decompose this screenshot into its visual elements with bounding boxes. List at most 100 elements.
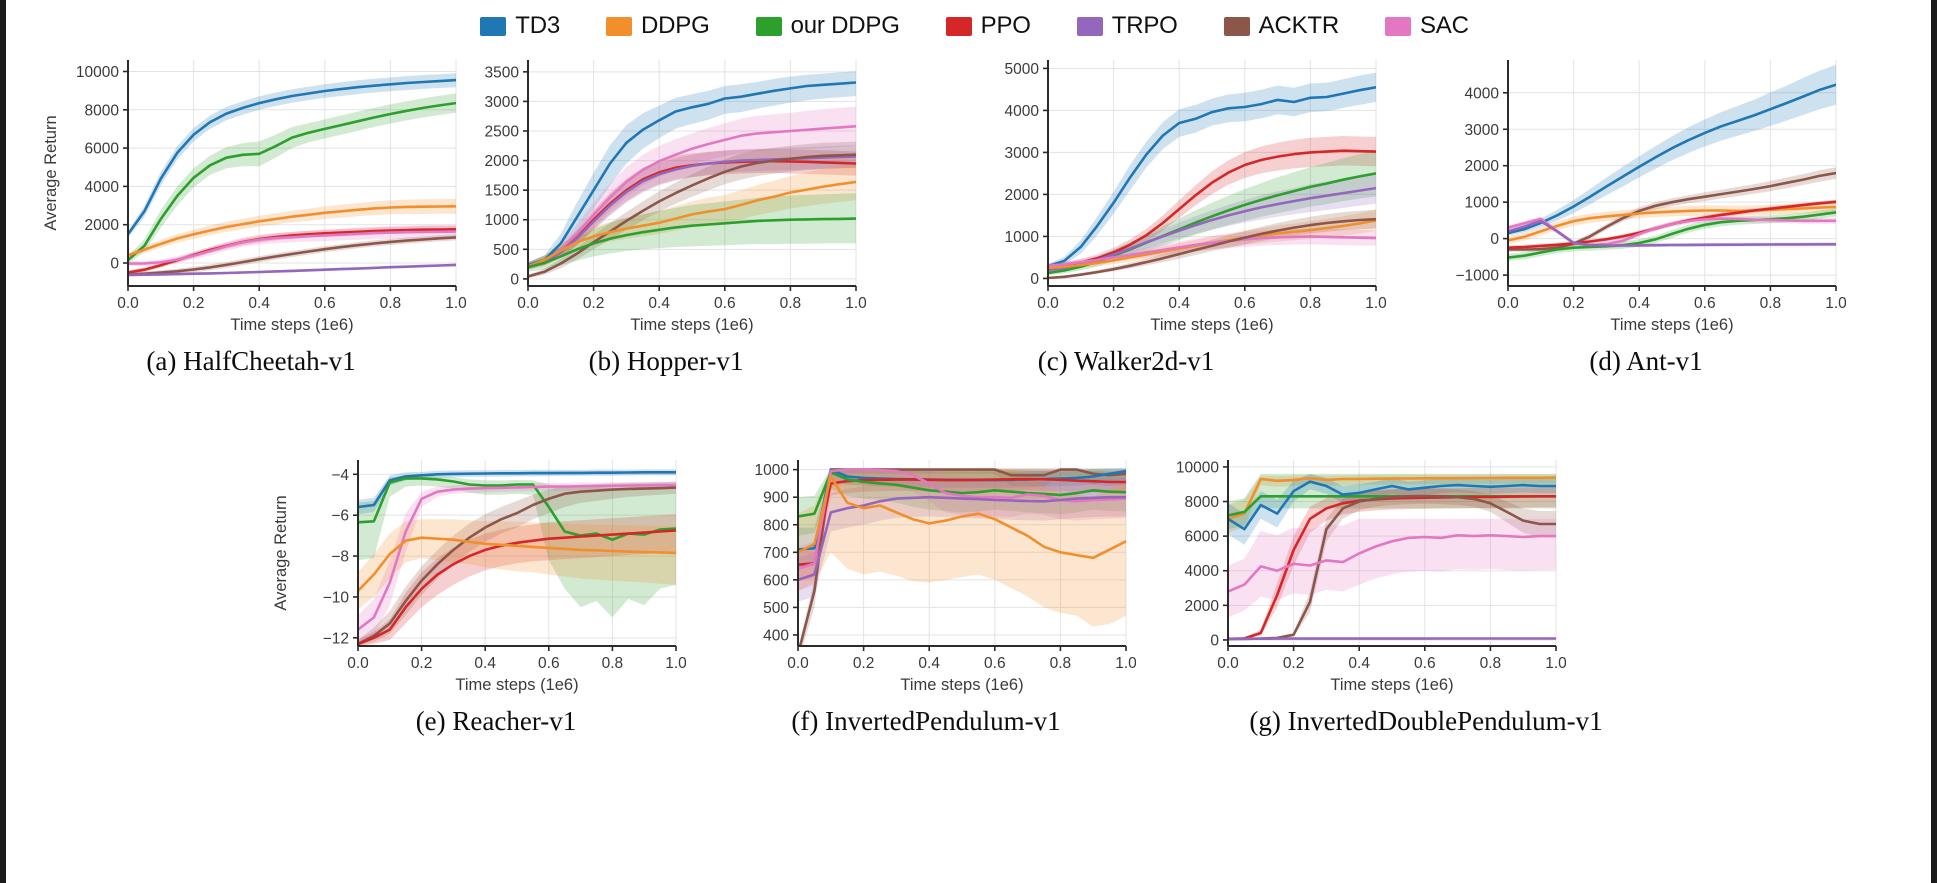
y-tick-label: 4000	[1185, 563, 1220, 580]
y-tick-label: 1000	[1005, 229, 1040, 246]
x-tick-label: 0.4	[474, 655, 496, 672]
legend-label: DDPG	[641, 12, 710, 39]
x-axis-title: Time steps (1e6)	[455, 676, 578, 694]
x-axis-ticks: 0.0 0.2 0.4 0.6 0.8 1.0	[517, 286, 866, 312]
line-sac	[1228, 534, 1556, 593]
x-axis-title: Time steps (1e6)	[230, 316, 353, 334]
y-tick-label: 0	[110, 256, 119, 273]
x-axis-ticks: 0.0 0.2 0.4 0.6 0.8 1.0	[1497, 286, 1846, 312]
panel-halfcheetah: 0 2000 4000 6000 8000 10000 0.0 0.2 0.4 0.6 0.8 1.0…	[36, 48, 466, 338]
y-axis-title: Average Return	[42, 115, 60, 230]
line-trpo	[1508, 219, 1836, 247]
line-ddpg	[1228, 476, 1556, 521]
y-tick-label: 4000	[85, 179, 120, 196]
gridlines	[1227, 460, 1557, 646]
x-axis-ticks: 0.0 0.2 0.4 0.6 0.8 1.0	[1037, 286, 1386, 312]
x-axis-title: Time steps (1e6)	[900, 676, 1023, 694]
y-tick-label: 1000	[755, 462, 790, 479]
y-axis-title: Average Return	[272, 495, 290, 610]
legend-swatch-icon	[480, 16, 507, 36]
x-tick-label: 0.0	[1497, 295, 1519, 312]
x-tick-label: 1.0	[1825, 295, 1846, 312]
x-tick-label: 0.6	[314, 295, 336, 312]
x-axis-ticks: 0.0 0.2 0.4 0.6 0.8 1.0	[1217, 646, 1566, 672]
panel-reacher: −4 −6 −8 −10 −12 0.0 0.2 0.4 0.6 0.8 1.0 Time steps…	[266, 448, 686, 698]
x-axis-ticks: 0.0 0.2 0.4 0.6 0.8 1.0	[347, 646, 686, 672]
x-tick-label: 0.8	[380, 295, 402, 312]
x-tick-label: 0.0	[347, 655, 369, 672]
legend-swatch-icon	[755, 16, 782, 36]
x-tick-label: 0.0	[117, 295, 139, 312]
x-tick-label: 0.8	[602, 655, 624, 672]
y-tick-label: 3000	[1005, 145, 1040, 162]
x-tick-label: 0.6	[1694, 295, 1716, 312]
legend-item-ddpg[interactable]: DDPG	[606, 12, 710, 40]
legend-item-td3[interactable]: TD3	[480, 12, 560, 40]
x-tick-label: 0.0	[1217, 655, 1239, 672]
confidence-band-td3	[1508, 64, 1836, 236]
line-our-ddpg	[128, 101, 456, 262]
x-tick-label: 0.2	[583, 295, 605, 312]
x-axis-title: Time steps (1e6)	[1150, 316, 1273, 334]
line-our-ddpg	[528, 217, 856, 269]
y-tick-label: 1000	[485, 212, 520, 229]
legend-swatch-icon	[1223, 16, 1250, 36]
y-tick-label: 0	[510, 271, 519, 288]
x-tick-label: 0.2	[1283, 655, 1305, 672]
legend-item-ppo[interactable]: PPO	[945, 12, 1031, 40]
y-axis-ticks: 0 500 1000 1500 2000 2500 3000 3500	[485, 64, 528, 288]
data-series-group	[128, 73, 456, 277]
chart-inverted_pendulum: 400 500 600 700 800 900 1000 0.0 0.2 0.4 0.6 0.8 1.0…	[755, 460, 1136, 694]
panel-row-bottom: −4 −6 −8 −10 −12 0.0 0.2 0.4 0.6 0.8 1.0 Time steps…	[6, 448, 1937, 808]
y-tick-label: 4000	[1465, 85, 1500, 102]
line-ppo	[1048, 149, 1376, 269]
x-tick-label: 0.4	[1168, 295, 1190, 312]
line-sac	[798, 468, 1126, 571]
y-tick-label: 500	[493, 242, 519, 259]
chart-inverted_double_pendulum: 0 2000 4000 6000 8000 10000 0.0 0.2 0.4 0.6 0.8 1.0…	[1176, 459, 1566, 694]
confidence-band-our-ddpg	[528, 193, 856, 272]
x-tick-label: 0.2	[411, 655, 433, 672]
y-tick-label: 10000	[76, 64, 119, 81]
axis-spines	[1507, 60, 1836, 287]
legend-swatch-icon	[606, 16, 633, 36]
line-acktr	[358, 486, 676, 646]
panel-ant: −1000 0 1000 2000 3000 4000 0.0 0.2 0.4 0.6 0.8 1.0…	[1446, 48, 1846, 338]
y-axis-ticks: 400 500 600 700 800 900 1000	[755, 462, 798, 644]
y-tick-label: 6000	[85, 141, 120, 158]
x-tick-label: 0.0	[787, 655, 809, 672]
y-tick-label: 600	[763, 572, 789, 589]
legend-swatch-icon	[1076, 16, 1103, 36]
y-tick-label: 10000	[1176, 459, 1219, 476]
line-sac	[1048, 235, 1376, 268]
legend-label: TRPO	[1111, 12, 1178, 39]
line-sac	[528, 125, 856, 268]
y-tick-label: 2500	[485, 123, 520, 140]
x-tick-label: 1.0	[845, 295, 866, 312]
caption-walker2d: (c) Walker2d-v1	[1037, 346, 1215, 376]
x-tick-label: 0.4	[1628, 295, 1650, 312]
legend-item-our-ddpg[interactable]: our DDPG	[755, 12, 900, 40]
legend-label: TD3	[515, 12, 561, 39]
legend-item-trpo[interactable]: TRPO	[1076, 12, 1178, 40]
x-axis-title: Time steps (1e6)	[630, 316, 753, 334]
y-tick-label: 1000	[1465, 195, 1500, 212]
legend-item-sac[interactable]: SAC	[1384, 12, 1469, 40]
x-axis-ticks: 0.0 0.2 0.4 0.6 0.8 1.0	[117, 286, 466, 312]
confidence-band-sac	[528, 106, 856, 270]
y-tick-label: −4	[331, 467, 349, 484]
y-tick-label: 2000	[1005, 187, 1040, 204]
caption-reacher: (e) Reacher-v1	[415, 706, 577, 736]
line-acktr	[1048, 217, 1376, 280]
x-tick-label: 0.8	[1300, 295, 1322, 312]
data-series-group	[1508, 64, 1836, 262]
x-tick-label: 0.6	[1234, 295, 1256, 312]
legend-item-acktr[interactable]: ACKTR	[1223, 12, 1339, 40]
y-tick-label: 800	[763, 517, 789, 534]
axis-spines	[1047, 60, 1376, 287]
axis-spines	[357, 460, 676, 647]
confidence-band-our-ddpg	[358, 475, 676, 618]
confidence-band-trpo	[798, 477, 1126, 602]
y-tick-label: 1500	[485, 183, 520, 200]
x-tick-label: 0.4	[918, 655, 940, 672]
